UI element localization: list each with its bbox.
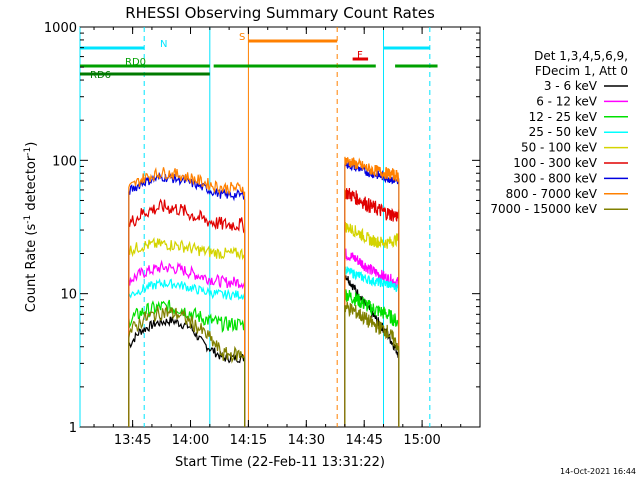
y-axis-label-mid: detector [24,155,39,215]
legend-label-4: 50 - 100 keV [521,141,598,155]
vertical-markers [79,27,431,427]
flag-label-s: S [239,32,245,43]
series-lines [128,156,400,427]
series-line-5-seg2 [344,187,400,427]
flag-bars: N S F RD0 RD6 [80,32,438,81]
x-tick-label-1: 14:00 [172,433,209,448]
flag-label-rd6: RD6 [90,70,111,81]
plot-frame [79,26,481,428]
x-axis-label: Start Time (22-Feb-11 13:31:22) [175,455,385,470]
footer-date: 14-Oct-2021 16:44 [560,467,636,476]
legend-label-1: 6 - 12 keV [536,94,598,108]
x-tick-label-2: 14:15 [230,433,267,448]
legend-header-2: FDecim 1, Att 0 [535,64,628,78]
series-line-7-seg1 [128,166,246,427]
flag-label-n: N [160,39,167,50]
y-axis-label: Count Rate (s-1 detector-1) [23,142,39,313]
series-line-0-seg2 [344,275,400,427]
legend-label-0: 3 - 6 keV [544,79,598,93]
y-axis-label-end: ) [24,142,39,147]
series-line-7-seg2 [344,156,400,427]
series-line-3-seg1 [128,278,246,427]
y-tick-label-3: 1000 [44,21,77,36]
flag-label-rd0: RD0 [125,57,146,68]
series-line-2-seg2 [344,289,400,427]
series-line-4-seg1 [128,237,246,427]
legend-label-2: 12 - 25 keV [529,110,598,124]
axes: 13:45 14:00 14:15 14:30 14:45 15:00 1 10 100 1000 [44,21,480,448]
y-axis-label-main: Count Rate (s [24,224,39,313]
series-line-3-seg2 [344,266,400,427]
x-tick-label-3: 14:30 [288,433,325,448]
series-line-1-seg1 [128,259,246,427]
series-line-2-seg1 [128,299,246,427]
series-line-6-seg2 [344,159,400,427]
y-tick-label-2: 100 [52,154,77,169]
y-tick-label-1: 10 [60,288,77,303]
y-axis-label-exp1: -1 [23,215,33,224]
series-line-0-seg1 [128,316,246,427]
series-line-8-seg1 [128,305,246,427]
series-line-4-seg2 [344,221,400,427]
series-line-8-seg2 [344,301,400,427]
legend-label-5: 100 - 300 keV [513,156,597,170]
flag-label-f: F [357,50,363,61]
legend-label-3: 25 - 50 keV [529,125,598,139]
x-tick-label-4: 14:45 [345,433,382,448]
legend-header-1: Det 1,3,4,5,6,9, [534,49,628,63]
legend-label-6: 300 - 800 keV [513,171,597,185]
legend-label-8: 7000 - 15000 keV [490,202,597,216]
x-tick-label-0: 13:45 [114,433,151,448]
chart-title: RHESSI Observing Summary Count Rates [125,4,435,22]
series-line-5-seg1 [128,198,246,427]
y-tick-label-0: 1 [69,421,77,436]
x-tick-label-5: 15:00 [403,433,440,448]
legend-label-7: 800 - 7000 keV [506,187,598,201]
y-axis-label-exp2: -1 [23,147,33,156]
